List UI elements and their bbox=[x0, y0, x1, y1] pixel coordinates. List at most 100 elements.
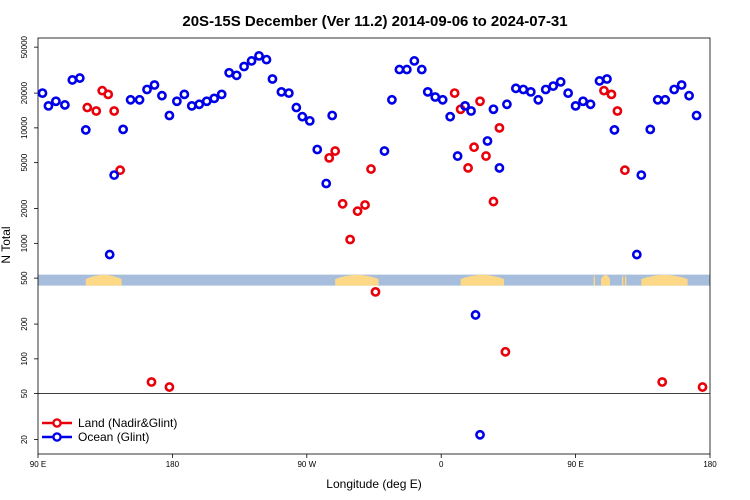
data-point bbox=[254, 50, 264, 61]
data-point bbox=[142, 84, 152, 95]
data-point bbox=[134, 94, 145, 105]
x-tick-label: 0 bbox=[439, 460, 444, 469]
data-point bbox=[43, 100, 54, 111]
data-point bbox=[578, 96, 588, 107]
y-tick-label: 2000 bbox=[20, 199, 29, 217]
land-band bbox=[85, 274, 122, 286]
data-point bbox=[291, 102, 302, 113]
land-band bbox=[593, 274, 596, 286]
data-point bbox=[283, 88, 294, 99]
land-band bbox=[600, 274, 610, 286]
series-land bbox=[82, 85, 708, 392]
land-band bbox=[621, 274, 624, 286]
data-point bbox=[146, 377, 157, 387]
y-tick-label: 100 bbox=[20, 352, 29, 366]
data-point bbox=[660, 94, 671, 105]
y-tick-label: 50 bbox=[20, 389, 29, 398]
y-tick-label: 200 bbox=[20, 317, 29, 331]
data-point bbox=[74, 73, 85, 83]
data-point bbox=[345, 234, 356, 245]
data-point bbox=[201, 96, 212, 107]
data-point bbox=[149, 80, 160, 90]
y-axis-title: N Total bbox=[0, 226, 13, 263]
data-point bbox=[80, 125, 91, 135]
data-point bbox=[276, 86, 287, 97]
data-point bbox=[437, 94, 448, 105]
data-point bbox=[401, 64, 412, 75]
series-ocean bbox=[37, 50, 702, 440]
legend-marker bbox=[52, 418, 62, 428]
y-axis: 20 50 100 200 500 1000 2000 5000 10000 20000 50000 bbox=[20, 35, 38, 444]
data-point bbox=[684, 90, 694, 101]
data-point bbox=[645, 124, 656, 135]
data-point bbox=[636, 170, 647, 180]
data-point bbox=[409, 56, 420, 66]
data-point bbox=[261, 54, 272, 65]
data-point bbox=[585, 99, 596, 110]
data-point bbox=[570, 100, 581, 111]
land-strip bbox=[38, 274, 710, 286]
data-point bbox=[460, 100, 470, 111]
data-point bbox=[422, 86, 433, 97]
x-tick-label: 90 E bbox=[567, 460, 583, 469]
x-tick-label: 90 W bbox=[297, 460, 316, 469]
data-point bbox=[609, 125, 620, 135]
data-point bbox=[194, 99, 205, 110]
data-point bbox=[67, 75, 78, 85]
data-point bbox=[445, 111, 456, 122]
data-point bbox=[510, 83, 521, 94]
data-point bbox=[171, 96, 182, 107]
x-tick-label: 180 bbox=[703, 460, 717, 469]
x-tick-label: 90 E bbox=[30, 460, 46, 469]
legend-marker bbox=[52, 432, 62, 442]
data-point bbox=[366, 164, 376, 174]
data-point bbox=[209, 93, 220, 104]
data-point bbox=[109, 170, 120, 180]
y-tick-label: 20000 bbox=[20, 81, 29, 104]
data-point bbox=[321, 178, 332, 189]
data-point bbox=[602, 74, 612, 84]
data-point bbox=[330, 146, 341, 156]
data-point bbox=[186, 100, 197, 111]
y-tick-label: 5000 bbox=[20, 153, 29, 171]
data-point bbox=[691, 110, 702, 121]
data-point bbox=[37, 88, 48, 99]
data-points bbox=[37, 50, 708, 440]
legend-label: Ocean (Glint) bbox=[78, 430, 149, 444]
data-point bbox=[82, 102, 93, 113]
data-point bbox=[179, 89, 190, 100]
data-point bbox=[697, 382, 708, 392]
data-point bbox=[488, 104, 499, 115]
data-point bbox=[466, 106, 476, 116]
y-tick-label: 20 bbox=[20, 435, 29, 444]
data-point bbox=[619, 165, 630, 176]
data-point bbox=[164, 110, 175, 121]
data-point bbox=[297, 111, 308, 122]
y-tick-label: 10000 bbox=[20, 116, 29, 139]
legend-label: Land (Nadir&Glint) bbox=[78, 416, 177, 430]
data-point bbox=[612, 106, 623, 116]
data-point bbox=[224, 67, 235, 78]
y-tick-label: 1000 bbox=[20, 234, 29, 252]
data-point bbox=[118, 124, 129, 135]
data-point bbox=[676, 80, 687, 90]
data-point bbox=[500, 346, 511, 357]
data-point bbox=[652, 94, 663, 105]
data-point bbox=[540, 84, 551, 95]
x-tick-label: 180 bbox=[166, 460, 180, 469]
land-band bbox=[641, 274, 688, 286]
data-point bbox=[494, 122, 505, 133]
x-axis: 90 E 180 90 W 0 90 E 180 bbox=[30, 454, 717, 469]
data-point bbox=[103, 89, 114, 100]
data-point bbox=[115, 165, 126, 176]
data-point bbox=[416, 64, 427, 75]
data-point bbox=[164, 382, 175, 392]
data-point bbox=[360, 200, 370, 210]
data-point bbox=[657, 377, 668, 387]
data-point bbox=[669, 84, 680, 95]
data-point bbox=[449, 88, 460, 99]
chart-title: 20S-15S December (Ver 11.2) 2014-09-06 t… bbox=[182, 13, 567, 30]
data-point bbox=[109, 106, 120, 116]
data-point bbox=[452, 151, 463, 161]
